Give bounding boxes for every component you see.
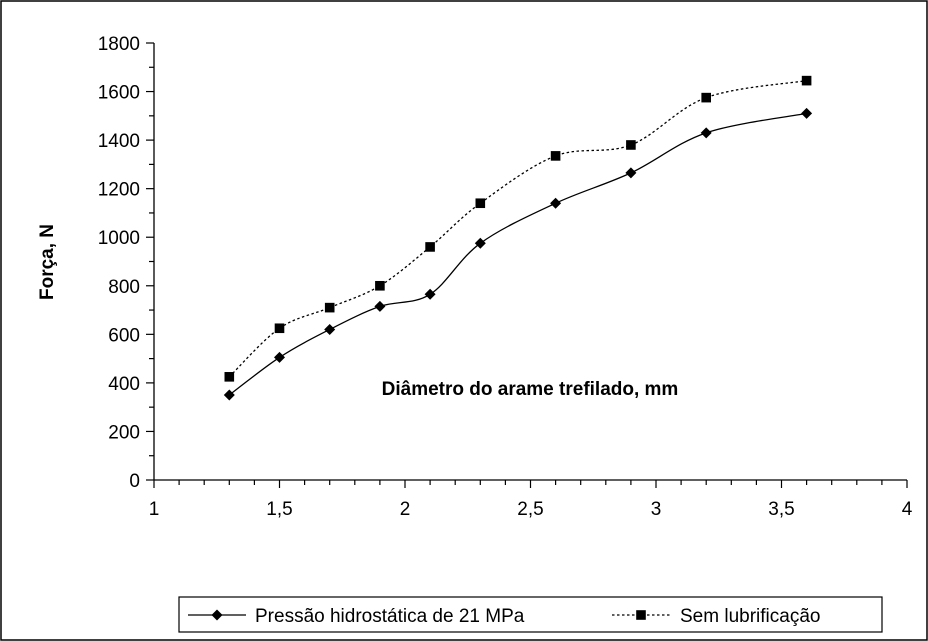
data-point-diamond <box>223 389 235 401</box>
x-tick-label: 2,5 <box>517 499 543 520</box>
x-tick-label: 1 <box>149 499 160 520</box>
x-tick-label: 4 <box>902 499 913 520</box>
data-point-diamond <box>274 351 285 363</box>
data-point-square <box>475 198 486 209</box>
legend-marker-diamond <box>211 609 223 621</box>
y-tick-label: 400 <box>108 374 140 395</box>
y-tick-label: 1600 <box>98 83 140 104</box>
data-point-square <box>550 151 561 161</box>
series-layer <box>223 75 813 401</box>
data-point-diamond <box>324 323 336 335</box>
data-point-square <box>375 280 385 291</box>
data-point-diamond <box>625 167 637 179</box>
data-point-square <box>274 323 285 334</box>
y-tick-label: 800 <box>108 277 140 298</box>
data-point-diamond <box>700 127 712 139</box>
x-tick-label: 1,5 <box>266 499 292 520</box>
y-tick-label: 0 <box>129 471 140 492</box>
data-point-square <box>701 92 711 103</box>
legend-marker-square <box>636 610 646 620</box>
series-1 <box>223 107 813 401</box>
data-point-square <box>224 372 235 382</box>
legend: Pressão hidrostática de 21 MPa Sem lubrif… <box>178 596 883 633</box>
series-2 <box>224 75 812 382</box>
series-line-2 <box>228 79 807 378</box>
y-tick-label: 200 <box>108 422 140 443</box>
y-tick-label: 1000 <box>98 228 140 249</box>
legend-label-1: Pressão hidrostática de 21 MPa <box>255 606 525 627</box>
y-tick-label: 1400 <box>98 131 140 152</box>
legend-box <box>178 596 883 633</box>
data-point-diamond <box>374 300 386 312</box>
y-tick-label: 1200 <box>98 180 140 201</box>
y-tick-label: 600 <box>108 325 140 346</box>
x-axis: 1 1,5 2 2,5 3 3,5 4 <box>149 479 913 520</box>
data-point-square <box>324 302 335 313</box>
y-tick-label: 1800 <box>98 34 140 55</box>
data-point-diamond <box>424 288 436 300</box>
x-tick-label: 2 <box>400 499 411 520</box>
legend-label-2: Sem lubrificação <box>680 606 820 627</box>
data-point-square <box>425 242 435 252</box>
data-point-square <box>626 140 636 150</box>
data-point-diamond <box>474 237 486 249</box>
y-axis-title: Força, N <box>37 224 58 300</box>
data-point-diamond <box>550 197 562 209</box>
x-tick-label: 3 <box>651 499 662 520</box>
data-point-diamond <box>801 107 813 119</box>
data-point-square <box>801 75 812 86</box>
x-axis-title: Diâmetro do arame trefilado, mm <box>382 379 679 400</box>
y-axis: 0 200 400 600 800 1000 1200 1400 1600 1800 <box>98 34 155 492</box>
x-tick-label: 3,5 <box>768 499 794 520</box>
